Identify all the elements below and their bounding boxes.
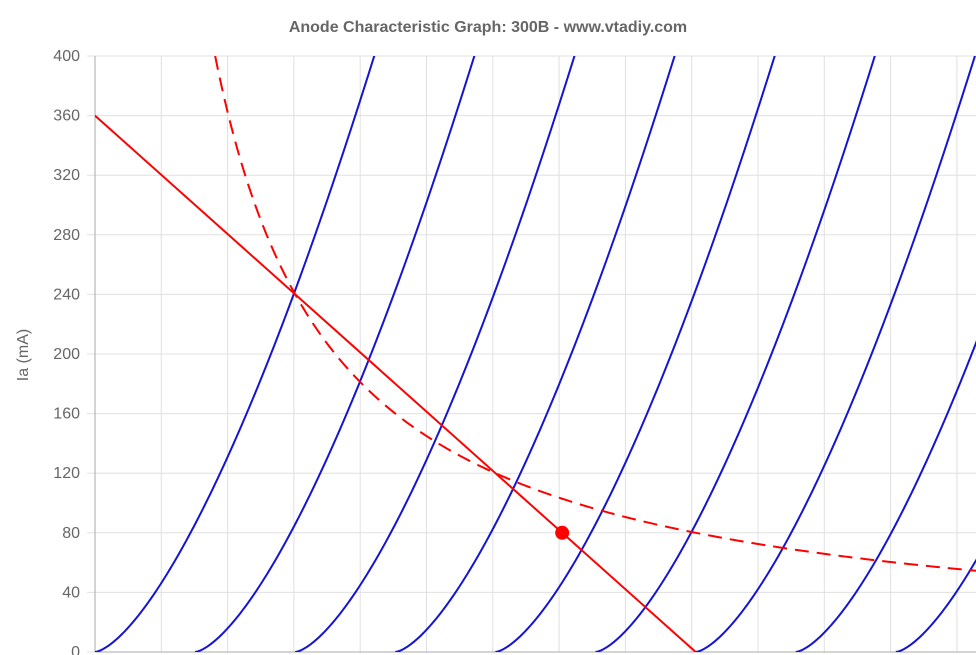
grid-voltage-curve <box>295 56 576 652</box>
grid-voltage-curve <box>795 340 976 652</box>
grid-voltage-curve <box>595 56 876 652</box>
load-line <box>95 114 697 652</box>
grid-voltage-curve <box>495 56 776 652</box>
y-tick-label: 120 <box>53 465 80 482</box>
y-tick-label: 280 <box>53 227 80 244</box>
y-tick-label: 80 <box>62 525 80 542</box>
grid-voltage-curve <box>895 558 976 652</box>
grid-voltage-curve <box>194 56 476 652</box>
chart-title: Anode Characteristic Graph: 300B - www.v… <box>288 19 688 36</box>
grid <box>87 55 976 653</box>
y-tick-label: 400 <box>53 48 80 65</box>
y-tick-label: 360 <box>53 108 80 125</box>
y-tick-label: 200 <box>53 346 80 363</box>
grid-voltage-curve <box>695 56 976 652</box>
y-tick-label: 40 <box>62 584 80 601</box>
y-tick-label: 0 <box>71 644 80 655</box>
series <box>95 56 976 652</box>
y-tick-label: 240 <box>53 286 80 303</box>
grid-voltage-curve <box>95 56 376 652</box>
tick-labels: 0 40 80 120 160 200 240 280 320 360 400 <box>53 48 80 655</box>
max-dissipation-curve <box>214 56 976 572</box>
y-tick-label: 320 <box>53 167 80 184</box>
operating-point <box>555 525 570 540</box>
grid-voltage-curve <box>395 56 676 652</box>
axes <box>94 56 976 653</box>
y-tick-label: 160 <box>53 406 80 423</box>
